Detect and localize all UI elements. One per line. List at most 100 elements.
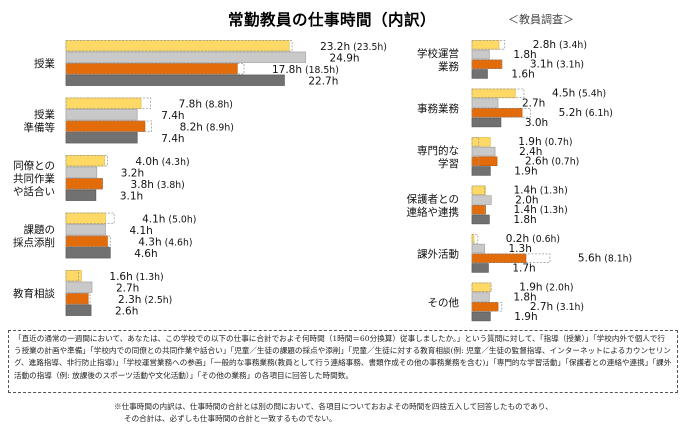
bar-series-2: [65, 51, 306, 63]
value-label: 1.9h (2.0h): [519, 282, 573, 294]
bar-series-3: [471, 301, 499, 312]
value-label: 8.2h (8.9h): [180, 122, 234, 134]
footnote: ※仕事時間の内訳は、仕事時間の合計とは別の問において、各項目についておおよその時…: [114, 401, 553, 425]
category-label: 教育相談: [13, 287, 55, 300]
category-label: 授業準備等: [24, 108, 56, 134]
value-label: 1.6h: [511, 68, 534, 80]
value-label: 1.7h: [512, 262, 535, 274]
value-label: 17.8h (18.5h): [272, 64, 339, 76]
bar-series-3: [65, 120, 146, 132]
bar-series-1: [65, 97, 142, 109]
bar-series-3: [65, 178, 103, 190]
value-label: 2.3h (2.5h): [118, 294, 172, 306]
value-label: 7.8h (8.8h): [179, 99, 233, 111]
value-label: 4.1h (5.0h): [142, 214, 196, 226]
bar-series-2: [65, 166, 98, 178]
value-label: 1.9h: [514, 165, 537, 177]
bar-series-1: [471, 88, 516, 99]
bar-series-3: [65, 235, 108, 247]
bar-series-4: [471, 166, 491, 176]
dashed-bar-series-1: [65, 40, 293, 52]
category-label: 同僚との共同作業や話合い: [13, 159, 55, 198]
value-label: 1.4h (1.3h): [513, 185, 567, 197]
bar-series-1: [471, 40, 500, 50]
dashed-bar-series-3: [65, 293, 91, 305]
bar-series-1: [65, 40, 290, 52]
dashed-bar-series-3: [65, 235, 111, 247]
bar-series-3: [65, 293, 89, 305]
value-label: 1.8h: [513, 49, 536, 61]
bar-series-1: [471, 185, 486, 196]
value-label: 3.2h: [121, 168, 144, 180]
value-label: 4.1h: [129, 225, 152, 237]
value-label: 3.8h (3.8h): [131, 179, 185, 191]
bar-series-2: [471, 146, 496, 157]
value-label: 2.4h: [519, 146, 542, 158]
value-label: 4.5h (5.4h): [552, 88, 606, 100]
bar-series-2: [471, 98, 499, 108]
value-label: 2.6h: [115, 306, 138, 318]
value-label: 1.9h: [514, 311, 537, 323]
dashed-bar-series-1: [471, 88, 525, 99]
bar-series-1: [65, 212, 106, 224]
bar-series-3: [471, 204, 486, 215]
value-label: 5.6h (8.1h): [578, 253, 632, 265]
value-label: 4.0h (4.3h): [135, 156, 189, 168]
category-label: 授業: [34, 57, 55, 70]
value-label: 2.6h (0.7h): [525, 156, 579, 168]
value-label: 2.8h (3.4h): [533, 39, 587, 51]
dashed-bar-series-1: [65, 97, 152, 109]
value-label: 1.6h (1.3h): [109, 271, 163, 283]
category-label: 課外活動: [417, 247, 459, 260]
bar-series-2: [65, 281, 93, 293]
value-label: 1.8h: [513, 214, 536, 226]
dashed-bar-series-1: [471, 234, 479, 244]
dashed-bar-series-3: [471, 108, 532, 118]
category-label: その他: [428, 296, 460, 309]
bar-series-4: [65, 132, 138, 144]
value-label: 22.7h: [308, 76, 338, 88]
bar-series-1: [471, 282, 491, 293]
value-label: 5.2h (6.1h): [559, 107, 613, 119]
dashed-bar-series-3: [65, 63, 245, 75]
bar-series-4: [65, 304, 92, 316]
bar-series-2: [65, 109, 138, 121]
footnote-line-1: ※仕事時間の内訳は、仕事時間の合計とは別の問において、各項目についておおよその時…: [114, 402, 553, 411]
dashed-bar-series-3: [471, 59, 503, 70]
value-label: 7.4h: [161, 133, 184, 145]
dashed-bar-series-3: [471, 301, 503, 312]
value-label: 4.6h: [134, 248, 157, 260]
value-label: 1.9h (0.7h): [518, 136, 572, 148]
bar-series-4: [65, 247, 111, 259]
dashed-bar-series-1: [65, 270, 79, 282]
dashed-bar-series-1: [65, 155, 108, 167]
bar-series-1: [65, 155, 105, 167]
bar-series-1: [65, 270, 82, 282]
dashed-bar-series-3: [65, 178, 103, 190]
value-label: 7.4h: [161, 110, 184, 122]
value-label: 2.7h: [116, 283, 139, 295]
bar-series-4: [471, 263, 489, 273]
chart-title: 常勤教員の仕事時間（内訳）: [228, 11, 437, 29]
bar-series-3: [471, 108, 523, 118]
value-label: 4.3h (4.6h): [138, 237, 192, 249]
value-label: 1.8h: [513, 291, 536, 303]
category-label: 専門的な学習: [417, 144, 459, 170]
bar-series-3: [471, 59, 503, 70]
footnote-line-2: その合計は、必ずしも仕事時間の合計と一致するものでない。: [124, 414, 337, 423]
dashed-bar-series-3: [471, 253, 551, 263]
bar-series-4: [471, 69, 488, 79]
bar-series-4: [471, 117, 502, 128]
bar-series-2: [471, 292, 490, 302]
dashed-bar-series-3: [65, 120, 153, 132]
value-label: 0.2h (0.6h): [506, 233, 560, 245]
value-label: 3.0h: [525, 117, 548, 129]
bar-series-3: [471, 253, 527, 263]
bar-series-4: [65, 74, 285, 86]
bar-series-3: [471, 156, 498, 166]
bar-series-4: [65, 189, 97, 201]
value-label: 3.1h: [120, 191, 143, 203]
bar-series-2: [65, 224, 106, 236]
category-label: 保護者との連絡や連携: [407, 192, 460, 218]
